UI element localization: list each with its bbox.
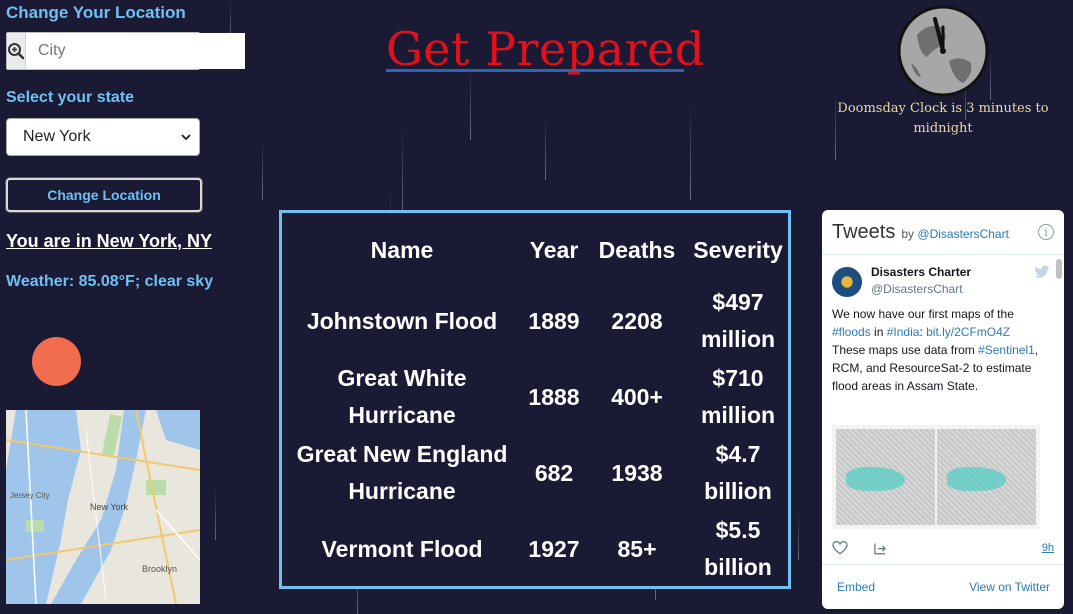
disaster-year: 682	[534, 459, 574, 486]
share-icon[interactable]	[872, 541, 888, 555]
disaster-deaths: 1938	[611, 459, 663, 486]
rain-streak	[798, 512, 799, 560]
tweet: Disasters Charter @DisastersChart We now…	[822, 255, 1064, 565]
twitter-timeline-widget: Tweets by @DisastersChart i Disasters Ch…	[822, 210, 1064, 609]
tweet-actions: 9h	[832, 541, 1054, 555]
tweet-author-handle[interactable]: @DisastersChart	[871, 282, 963, 296]
rain-streak	[262, 137, 263, 200]
map-label: Jersey City	[10, 491, 50, 500]
column-header: Deaths	[598, 236, 676, 263]
table-row: Great White Hurricane 1888 400+ $710 mil…	[282, 359, 788, 435]
rain-streak	[690, 101, 691, 200]
disaster-name: Vermont Flood	[321, 535, 483, 562]
disaster-year: 1927	[528, 535, 580, 562]
tweet-author[interactable]: Disasters Charter @DisastersChart	[832, 265, 1054, 297]
tweet-author-name[interactable]: Disasters Charter	[871, 265, 972, 279]
change-location-heading: Change Your Location	[6, 3, 186, 22]
location-map[interactable]: Jersey City New York Brooklyn	[6, 410, 200, 604]
disaster-severity: $710 million	[700, 365, 776, 428]
state-select[interactable]: New York	[6, 118, 200, 156]
disasters-table-panel: Name Year Deaths Severity Johnstown Floo…	[279, 210, 791, 589]
state-select-label: Select your state	[6, 89, 135, 106]
tweets-by-label: by	[901, 227, 915, 241]
column-header: Year	[529, 236, 579, 263]
column-header: Severity	[693, 236, 783, 263]
page-title: Get Prepared	[386, 22, 705, 76]
weather-text: Weather: 85.08°F; clear sky	[6, 273, 214, 290]
hashtag-link[interactable]: #India	[886, 325, 920, 339]
twitter-bird-icon[interactable]	[1034, 265, 1050, 279]
disaster-deaths: 85+	[617, 535, 657, 562]
city-input[interactable]	[26, 33, 245, 69]
rain-streak	[990, 53, 991, 100]
table-row: Johnstown Flood 1889 2208 $497 million	[282, 283, 788, 359]
tweet-text: We now have our first maps of the #flood…	[832, 307, 1039, 393]
disaster-severity: $5.5 billion	[704, 517, 772, 580]
twitter-widget-header: Tweets by @DisastersChart i	[822, 210, 1064, 255]
hashtag-link[interactable]: #Sentinel1	[978, 343, 1035, 357]
current-location-text: You are in New York, NY	[6, 231, 213, 251]
disasters-table: Name Year Deaths Severity Johnstown Floo…	[282, 213, 788, 587]
zoom-in-icon[interactable]	[7, 33, 26, 69]
disaster-year: 1889	[528, 307, 580, 334]
disaster-severity: $497 million	[700, 289, 776, 352]
view-on-twitter-link[interactable]: View on Twitter	[969, 580, 1050, 594]
tweet-media[interactable]	[832, 425, 1040, 529]
heart-icon[interactable]	[832, 541, 848, 555]
rain-streak	[215, 488, 216, 540]
flood-map-thumbnail	[836, 429, 935, 525]
disaster-name: Great White Hurricane	[337, 365, 467, 428]
tweets-by: by @DisastersChart	[901, 227, 1009, 241]
rain-streak	[402, 125, 403, 220]
info-icon[interactable]: i	[1038, 224, 1054, 240]
disaster-name: Johnstown Flood	[306, 307, 498, 334]
table-row: Great New England Hurricane 682 1938 $4.…	[282, 435, 788, 511]
chevron-down-icon	[181, 134, 191, 141]
table-header-row: Name Year Deaths Severity	[282, 213, 788, 283]
map-label: Brooklyn	[142, 564, 177, 574]
column-header: Name	[370, 236, 434, 263]
embed-link[interactable]: Embed	[837, 580, 876, 594]
title-underline	[386, 69, 684, 72]
tweet-text-part: We now have our first maps of the	[832, 307, 1014, 321]
tweets-handle-link[interactable]: @DisastersChart	[917, 227, 1009, 241]
doomsday-clock-icon	[897, 5, 989, 97]
tweet-text-part: in	[874, 325, 884, 339]
sun-icon	[32, 337, 81, 386]
hashtag-link[interactable]: #floods	[832, 325, 871, 339]
avatar[interactable]	[832, 267, 862, 297]
disaster-year: 1888	[528, 383, 580, 410]
disaster-name: Great New England Hurricane	[296, 441, 508, 504]
doomsday-clock-caption: Doomsday Clock is 3 minutes to midnight	[837, 101, 1049, 136]
tweet-text-part: These maps use data from	[832, 343, 975, 357]
map-label: New York	[90, 502, 129, 512]
tweets-title: Tweets	[832, 220, 896, 243]
tweet-timestamp[interactable]: 9h	[1041, 542, 1054, 554]
disaster-severity: $4.7 billion	[704, 441, 772, 504]
scrollbar-thumb[interactable]	[1056, 259, 1062, 279]
twitter-widget-footer: Embed View on Twitter	[822, 564, 1064, 609]
city-search	[6, 32, 245, 70]
flood-map-thumbnail	[937, 429, 1036, 525]
disaster-deaths: 400+	[611, 383, 663, 410]
disaster-deaths: 2208	[611, 307, 663, 334]
rain-streak	[470, 65, 471, 140]
rain-streak	[545, 113, 546, 180]
change-location-button[interactable]: Change Location	[6, 178, 202, 212]
tweet-url-link[interactable]: bit.ly/2CFmO4Z	[926, 325, 1011, 339]
table-row: Vermont Flood 1927 85+ $5.5 billion	[282, 511, 788, 587]
tweet-text-part: , RCM, and ResourceSat-2 to estimate flo…	[832, 343, 1039, 393]
state-select-value: New York	[23, 128, 91, 145]
